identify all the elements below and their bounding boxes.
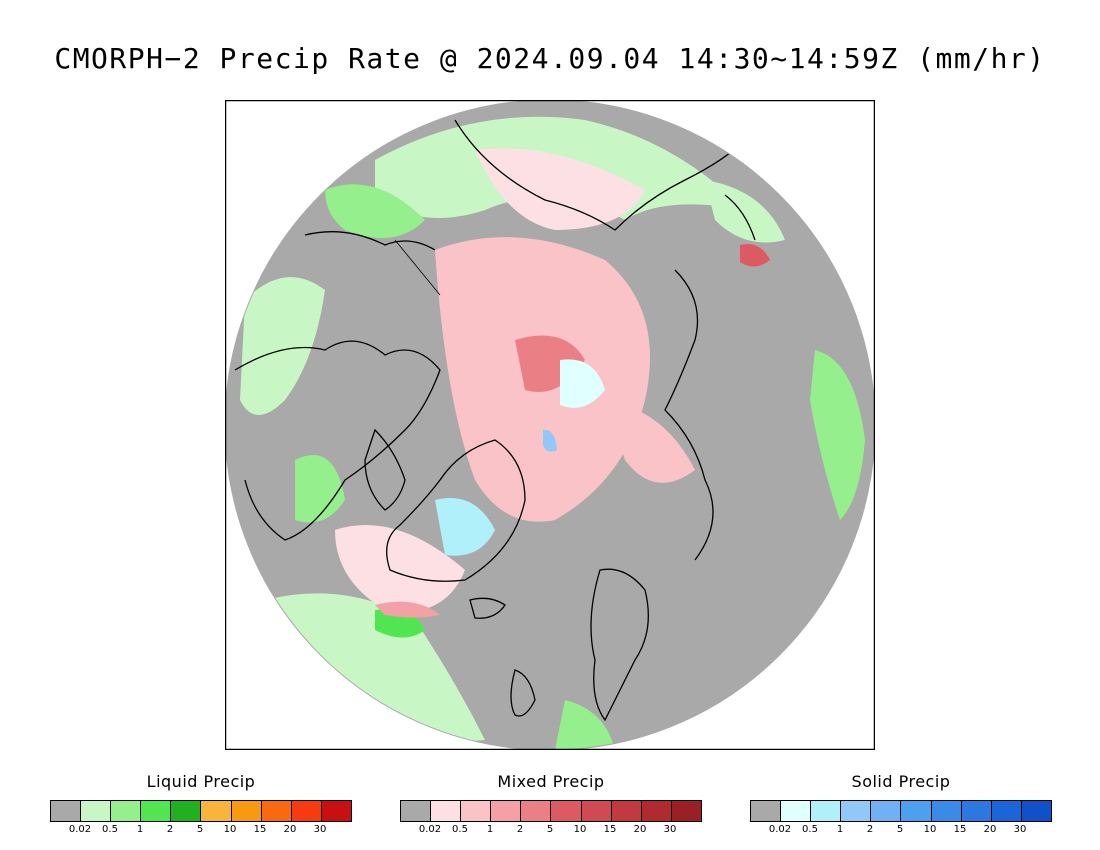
legend-swatch <box>871 801 902 821</box>
legend-swatch <box>551 801 582 821</box>
legend-tick-label: 15 <box>253 824 267 835</box>
mixed-precip-region-north <box>475 148 645 230</box>
legend-mixed-label: Mixed Precip <box>497 772 605 791</box>
legend-tick-label: 30 <box>663 824 677 835</box>
legend-swatch <box>751 801 782 821</box>
legend-solid-label: Solid Precip <box>851 772 951 791</box>
legend-swatch <box>431 801 462 821</box>
legend-tick-label: 15 <box>953 824 967 835</box>
legend-liquid-bar <box>50 800 352 822</box>
legend-swatch <box>901 801 932 821</box>
legend-swatch <box>201 801 232 821</box>
legend-tick-label: 30 <box>313 824 327 835</box>
alaska-coast <box>304 231 436 251</box>
legend-swatch <box>81 801 112 821</box>
legend-swatch <box>171 801 202 821</box>
canada-arctic-coast <box>234 340 441 541</box>
legend-swatch <box>961 801 992 821</box>
liquid-precip-region-hudson <box>295 455 345 523</box>
siberia-coast <box>454 119 746 231</box>
legend-swatch <box>671 801 701 821</box>
legend-tick-label: 0.02 <box>418 824 442 835</box>
legend-mixed: Mixed Precip 0.02 0.5 1 2 5 10 15 20 30 <box>400 772 702 842</box>
russia-east-coast <box>664 269 714 561</box>
legend-liquid-label: Liquid Precip <box>146 772 256 791</box>
legend-solid: Solid Precip 0.02 0.5 1 2 5 10 15 20 30 <box>750 772 1052 842</box>
legend-swatch <box>581 801 612 821</box>
liquid-precip-region-east <box>810 350 865 520</box>
legend-mixed-bar <box>400 800 702 822</box>
legend-tick-label: 20 <box>633 824 647 835</box>
legend-tick-label: 0.5 <box>452 824 468 835</box>
liquid-precip-region-alaska <box>325 184 425 238</box>
solid-precip-region-strip <box>543 429 557 452</box>
mixed-precip-region-south-band <box>375 601 440 618</box>
legend-swatch <box>291 801 322 821</box>
legend-swatch <box>521 801 552 821</box>
greenland-coast <box>386 439 526 582</box>
legend-swatch <box>811 801 842 821</box>
legend-tick-label: 20 <box>283 824 297 835</box>
legend-tick-label: 5 <box>546 824 554 835</box>
legend-swatch <box>781 801 812 821</box>
legend-tick-label: 2 <box>866 824 874 835</box>
map-border <box>224 99 876 751</box>
legend-swatch <box>51 801 82 821</box>
mixed-precip-region-spot-ne <box>740 244 770 267</box>
legend-tick-label: 1 <box>836 824 844 835</box>
solid-precip-region-greenland <box>435 498 495 556</box>
solid-precip-region-pole <box>560 359 605 408</box>
uk-coast <box>510 669 536 717</box>
legend-tick-label: 1 <box>136 824 144 835</box>
polar-precip-map <box>224 99 876 751</box>
legend-tick-label: 10 <box>923 824 937 835</box>
legend-tick-label: 0.5 <box>802 824 818 835</box>
liquid-precip-region-west <box>240 277 325 415</box>
legend-swatch <box>991 801 1022 821</box>
legend-tick-label: 20 <box>983 824 997 835</box>
legend-swatch <box>111 801 142 821</box>
mixed-precip-region-east-band <box>605 400 695 483</box>
legend-swatch <box>931 801 962 821</box>
legend-tick-label: 30 <box>1013 824 1027 835</box>
legend-tick-label: 1 <box>486 824 494 835</box>
legend-swatch <box>841 801 872 821</box>
legend-tick-label: 10 <box>573 824 587 835</box>
legend-swatch <box>261 801 292 821</box>
legend-solid-bar <box>750 800 1052 822</box>
coastlines <box>234 119 756 722</box>
legend-tick-label: 0.02 <box>68 824 92 835</box>
legend-swatch <box>1021 801 1051 821</box>
legend-tick-label: 10 <box>223 824 237 835</box>
legend-swatch <box>401 801 432 821</box>
legend-swatch <box>491 801 522 821</box>
kamchatka-coast <box>724 194 756 241</box>
legend-liquid: Liquid Precip 0.02 0.5 1 2 5 10 15 20 30 <box>50 772 352 842</box>
map-frame <box>224 99 876 751</box>
legend-swatch <box>461 801 492 821</box>
dateline <box>394 239 441 296</box>
legend-swatch <box>321 801 351 821</box>
legend-tick-label: 5 <box>896 824 904 835</box>
legend-swatch <box>641 801 672 821</box>
legend-tick-label: 2 <box>516 824 524 835</box>
legend-tick-label: 2 <box>166 824 174 835</box>
projection-disk <box>225 100 875 750</box>
map-title: CMORPH−2 Precip Rate @ 2024.09.04 14:30~… <box>54 42 1046 75</box>
legend-tick-label: 0.02 <box>768 824 792 835</box>
scandinavia-coast <box>590 568 649 722</box>
mixed-precip-region-atlantic <box>335 525 465 612</box>
legend-swatch <box>141 801 172 821</box>
legend-swatch <box>611 801 642 821</box>
legend-tick-label: 15 <box>603 824 617 835</box>
legend-swatch <box>231 801 262 821</box>
legend-tick-label: 0.5 <box>102 824 118 835</box>
liquid-precip-region-europe <box>555 700 615 750</box>
baffin-coast <box>364 428 406 511</box>
iceland-coast <box>469 597 506 619</box>
legend-tick-label: 5 <box>196 824 204 835</box>
